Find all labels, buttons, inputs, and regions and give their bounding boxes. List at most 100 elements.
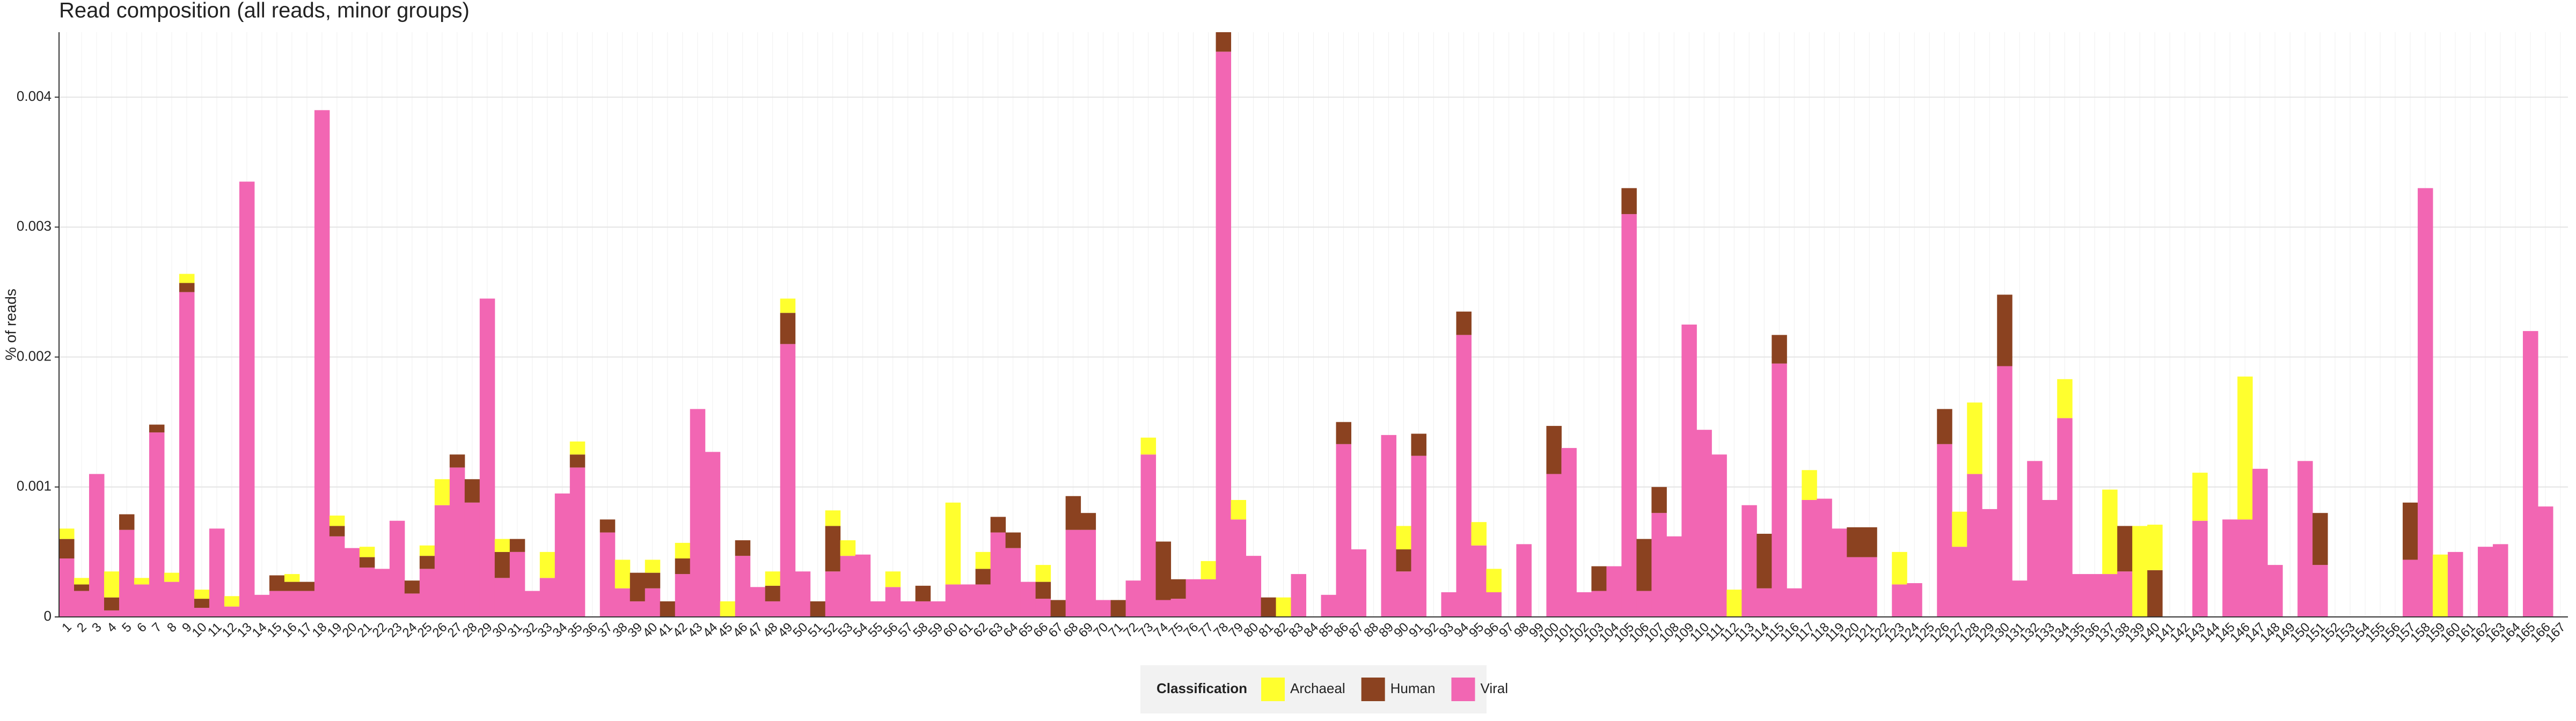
bar-segment	[449, 467, 465, 617]
bar-segment	[569, 442, 586, 455]
bar-segment	[1170, 599, 1187, 617]
bar-segment	[254, 594, 270, 617]
x-tick-label: 5	[119, 620, 135, 636]
bar-segment	[1757, 588, 1772, 617]
bar-segment	[630, 601, 646, 617]
bar-segment	[404, 593, 420, 617]
bar-segment	[179, 283, 195, 292]
bar-segment	[2057, 418, 2073, 617]
bar-segment	[1892, 584, 1907, 617]
bar-segment	[494, 539, 510, 552]
bar-segment	[164, 572, 180, 582]
bar-segment	[89, 474, 105, 617]
bar-segment	[614, 560, 631, 588]
bar-segment	[239, 181, 255, 617]
bar-segment	[269, 591, 285, 617]
bar-segment	[59, 558, 75, 617]
bar-segment	[569, 454, 586, 468]
bar-segment	[990, 532, 1006, 617]
bar-segment	[434, 479, 450, 505]
bar-segment	[1546, 425, 1562, 474]
bar-segment	[1681, 325, 1697, 617]
bar-segment	[2117, 526, 2133, 572]
bar-segment	[149, 432, 165, 617]
bar-segment	[569, 467, 586, 617]
legend-label: Viral	[1480, 680, 1508, 696]
bar-segment	[104, 571, 120, 598]
bar-segment	[1787, 588, 1802, 617]
bar-segment	[1696, 430, 1712, 617]
bar-segment	[539, 578, 555, 617]
bar-segment	[1817, 498, 1832, 617]
bar-segment	[1666, 536, 1682, 617]
legend-swatch	[1261, 678, 1285, 701]
bar-segment	[2252, 468, 2268, 617]
y-tick-label: 0.003	[17, 218, 52, 234]
bar-segment	[359, 567, 375, 617]
bar-segment	[1155, 541, 1172, 600]
bar-segment	[1907, 583, 1922, 617]
bar-segment	[2102, 489, 2118, 575]
bar-segment	[1471, 522, 1487, 546]
x-tick-label: 3	[89, 620, 105, 636]
bar-segment	[179, 274, 195, 283]
bar-segment	[1005, 532, 1021, 548]
bar-segment	[1802, 470, 1817, 500]
bar-segment	[1351, 549, 1366, 617]
bar-segment	[1411, 433, 1426, 456]
bar-segment	[765, 601, 781, 617]
legend-label: Archaeal	[1290, 680, 1345, 696]
legend-label: Human	[1391, 680, 1436, 696]
bar-segment	[539, 551, 555, 578]
bar-segment	[284, 591, 300, 617]
bar-segment	[2312, 513, 2328, 565]
legend-swatch	[1451, 678, 1475, 701]
bar-segment	[1231, 519, 1247, 617]
bar-segment	[149, 424, 165, 433]
bar-segment	[1321, 594, 1336, 617]
bar-segment	[74, 591, 90, 617]
bar-segment	[1261, 597, 1277, 617]
bar-segment	[1952, 547, 1967, 617]
bar-segment	[1486, 569, 1502, 592]
bar-segment	[1967, 402, 1982, 474]
bar-segment	[1772, 335, 1787, 364]
x-tick-label: 6	[134, 620, 150, 636]
bar-segment	[1967, 474, 1982, 617]
bar-segment	[750, 587, 766, 617]
bar-segment	[2192, 473, 2208, 521]
bar-segment	[1216, 32, 1232, 52]
bar-segment	[2237, 376, 2253, 520]
bar-segment	[119, 514, 135, 530]
bar-segment	[1862, 527, 1877, 557]
bar-segment	[2147, 570, 2163, 617]
bar-segment	[840, 556, 856, 617]
chart-title: Read composition (all reads, minor group…	[59, 0, 470, 23]
bar-segment	[494, 578, 510, 617]
x-tick-label: 1	[59, 620, 75, 636]
bar-segment	[765, 585, 781, 601]
bar-segment	[2493, 544, 2508, 617]
bar-segment	[690, 409, 706, 617]
bar-segment	[825, 571, 841, 617]
bar-segment	[1802, 500, 1817, 617]
bar-segment	[1711, 454, 1727, 617]
bar-segment	[975, 584, 991, 617]
bar-segment	[1591, 591, 1607, 617]
bar-segment	[2403, 502, 2418, 560]
bar-segment	[795, 571, 811, 617]
bar-segment	[2297, 461, 2313, 617]
bar-segment	[810, 601, 826, 617]
bar-segment	[1005, 548, 1021, 617]
y-tick-label: 0.004	[17, 88, 52, 104]
bar-segment	[1546, 474, 1562, 617]
y-tick-label: 0	[44, 608, 52, 624]
bar-segment	[194, 599, 210, 608]
bar-segment	[1125, 580, 1141, 617]
bar-segment	[915, 601, 931, 617]
bar-segment	[1246, 556, 1262, 617]
bar-segment	[1651, 513, 1667, 617]
bar-segment	[464, 479, 480, 503]
bar-segment	[945, 584, 961, 617]
bar-segment	[960, 584, 976, 617]
